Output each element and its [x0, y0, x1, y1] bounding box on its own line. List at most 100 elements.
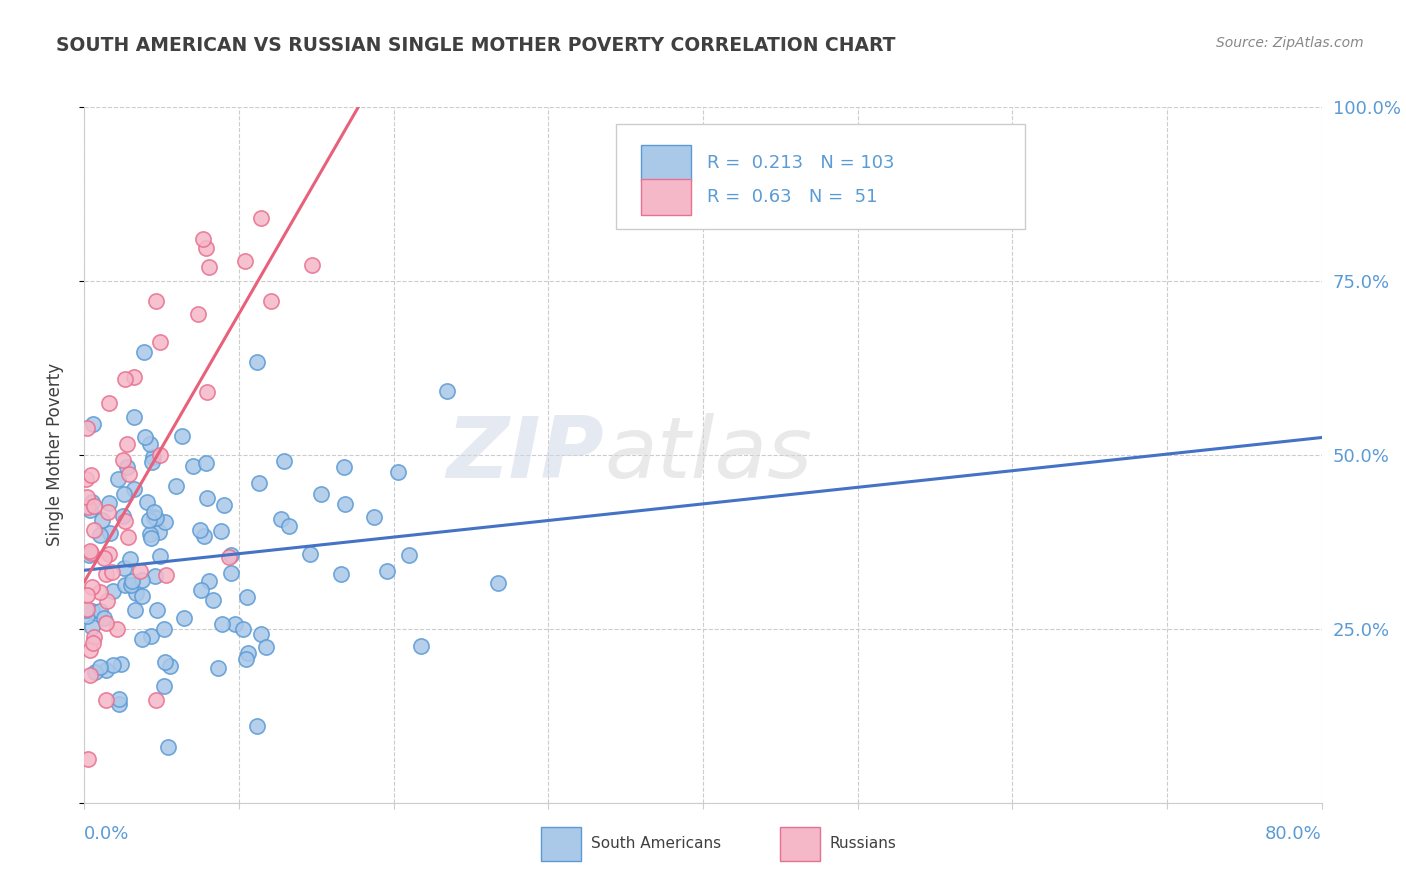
Point: [76, 421, 98, 435]
Point: [138, 513, 160, 527]
Point: [79, 544, 101, 558]
Point: [197, 491, 219, 505]
Point: [224, 616, 246, 631]
Point: [149, 448, 172, 462]
Point: [249, 627, 271, 641]
Point: [181, 459, 204, 474]
Point: [333, 459, 356, 474]
Text: R =  0.213   N = 103: R = 0.213 N = 103: [707, 154, 894, 172]
Point: [309, 487, 332, 501]
Point: [135, 494, 157, 508]
Point: [153, 679, 176, 693]
Point: [486, 576, 509, 591]
Point: [143, 505, 166, 519]
Point: [115, 436, 138, 450]
Point: [173, 610, 195, 624]
Point: [145, 294, 167, 309]
Point: [98, 396, 121, 410]
Point: [131, 589, 153, 603]
Point: [108, 692, 131, 706]
FancyBboxPatch shape: [641, 145, 690, 181]
Text: 0.0%: 0.0%: [84, 825, 129, 843]
Point: [411, 639, 433, 653]
Point: [187, 307, 209, 321]
Point: [254, 640, 277, 655]
Point: [114, 514, 136, 528]
Point: [153, 622, 176, 636]
Point: [124, 603, 146, 617]
Point: [83, 665, 105, 680]
Point: [197, 260, 219, 274]
Point: [79, 643, 101, 657]
Point: [98, 526, 121, 541]
Point: [377, 565, 399, 579]
Point: [94, 693, 117, 707]
Point: [103, 657, 125, 672]
Text: South Americans: South Americans: [591, 837, 721, 851]
Point: [94, 615, 117, 630]
Point: [143, 569, 166, 583]
Point: [131, 632, 153, 646]
Point: [247, 475, 270, 490]
Point: [232, 622, 254, 636]
Point: [131, 574, 153, 588]
Point: [148, 524, 170, 539]
Point: [233, 253, 256, 268]
Point: [246, 719, 269, 733]
Point: [114, 577, 136, 591]
Point: [76, 588, 98, 602]
Point: [146, 603, 169, 617]
Point: [197, 574, 219, 589]
Point: [153, 655, 176, 669]
Point: [202, 593, 225, 607]
Point: [436, 384, 458, 399]
Point: [79, 668, 101, 682]
Point: [111, 452, 134, 467]
Point: [90, 513, 112, 527]
Point: [89, 660, 111, 674]
Point: [101, 565, 124, 579]
Point: [149, 549, 172, 564]
Point: [117, 530, 139, 544]
Point: [270, 512, 292, 526]
Text: Russians: Russians: [830, 837, 897, 851]
Point: [211, 617, 233, 632]
Point: [76, 608, 98, 623]
Point: [219, 548, 242, 562]
Point: [107, 622, 129, 636]
Point: [118, 467, 141, 481]
Point: [134, 430, 156, 444]
Point: [219, 566, 242, 580]
Point: [98, 496, 121, 510]
Point: [129, 564, 152, 578]
Point: [80, 546, 103, 560]
Point: [170, 429, 193, 443]
Point: [249, 211, 271, 225]
Point: [165, 479, 187, 493]
Point: [112, 561, 135, 575]
Point: [122, 369, 145, 384]
Point: [76, 752, 98, 766]
Point: [121, 578, 143, 592]
Point: [194, 241, 217, 255]
Text: 80.0%: 80.0%: [1265, 825, 1322, 843]
Point: [299, 547, 322, 561]
Point: [80, 604, 103, 618]
Point: [118, 552, 141, 566]
Point: [125, 586, 148, 600]
Point: [209, 524, 232, 538]
Point: [75, 602, 97, 616]
Point: [145, 693, 167, 707]
Point: [76, 602, 98, 616]
Point: [107, 472, 129, 486]
Point: [93, 550, 115, 565]
Point: [145, 511, 167, 525]
Text: atlas: atlas: [605, 413, 813, 497]
Point: [238, 646, 260, 660]
Point: [193, 529, 215, 543]
Point: [138, 526, 160, 541]
Point: [110, 657, 132, 671]
Point: [112, 487, 135, 501]
Point: [273, 454, 295, 468]
Point: [101, 584, 124, 599]
